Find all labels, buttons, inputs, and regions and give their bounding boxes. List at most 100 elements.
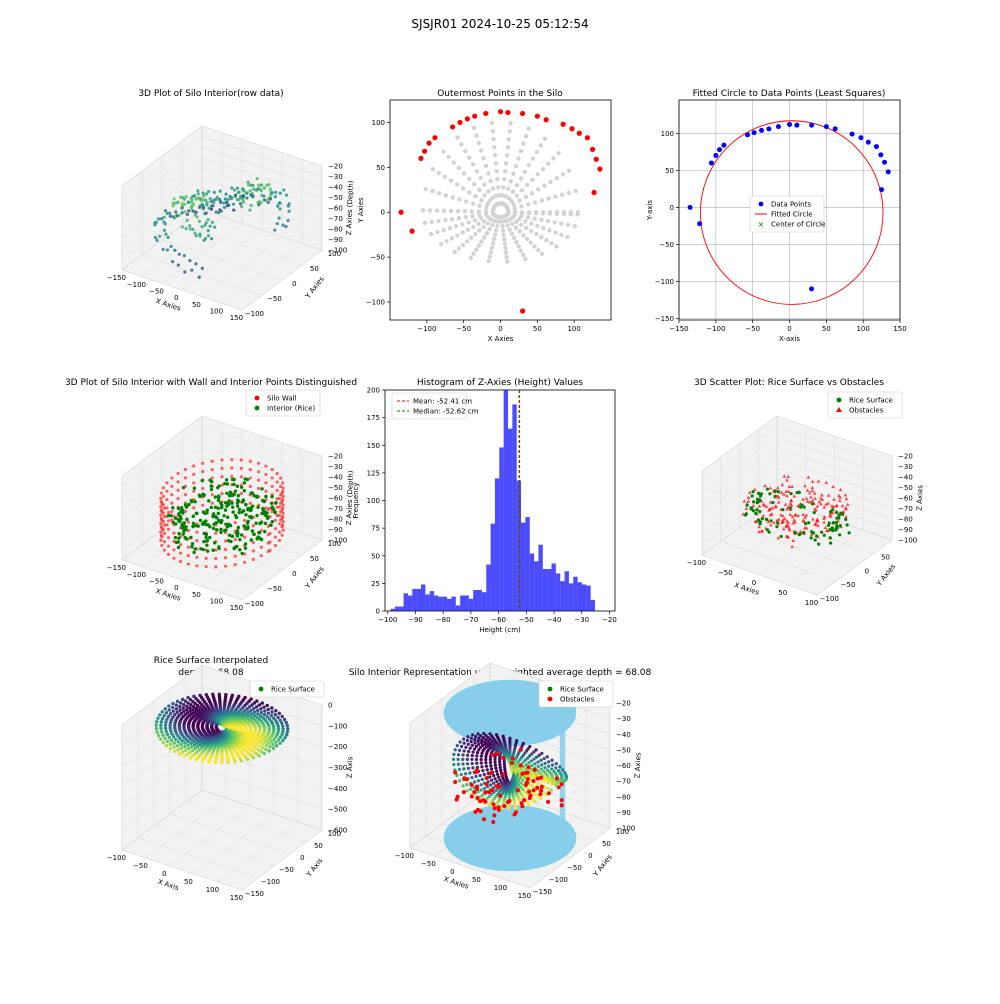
p4-rice-point-142 (207, 535, 212, 540)
p6-ylabel: Y Axies (875, 562, 898, 588)
p8-surface-point-210 (522, 775, 526, 780)
p7-surface-point-728 (165, 717, 169, 721)
p1-point-165 (275, 221, 279, 226)
p7-surface-point-691 (257, 744, 261, 748)
p7-surface-point-881 (271, 746, 276, 750)
p1-point-173 (266, 200, 270, 205)
p1-point-163 (203, 236, 208, 241)
p4-wall-point-87 (220, 475, 224, 479)
p2-interior-point-254 (436, 170, 441, 176)
p8-surface-point-193 (489, 767, 494, 771)
p7-surface-point-839 (230, 693, 235, 698)
p8-surface-point-366 (523, 789, 527, 794)
p6-legend-box (827, 391, 903, 419)
p4-wall-point-73 (239, 491, 243, 496)
p4-wall-point-161 (162, 506, 167, 510)
p8-surface-point-566 (465, 782, 469, 787)
p8-surface-point-140 (494, 766, 498, 770)
p4-rice-point-170 (192, 486, 197, 490)
p8-surface-point-613 (452, 752, 456, 756)
p7-surface-point-870 (207, 760, 211, 764)
p5-legend-label-1: Median: -52.62 cm (413, 408, 479, 416)
p5-bar-8 (425, 594, 430, 611)
p7-surface-point-552 (199, 746, 204, 750)
p7-surface-point-862 (164, 743, 169, 748)
p4-ztick-label-4: −60 (328, 495, 343, 503)
p7-surface-point-739 (183, 748, 188, 753)
p3-data-point-12 (794, 122, 800, 128)
p8-obstacle-point-31 (490, 788, 495, 793)
p7-surface-point-697 (275, 732, 280, 736)
p6-rice-point-81 (779, 534, 783, 539)
p4-wall-point-57 (264, 481, 268, 485)
p4-wall-point-174 (179, 559, 183, 564)
p3-data-point-21 (882, 159, 888, 165)
p1-point-16 (222, 201, 226, 205)
p7-ztick-label-3: −300 (328, 764, 347, 772)
p4-wall-point-226 (251, 524, 255, 528)
p4-rice-point-109 (252, 493, 256, 498)
p4-rice-point-78 (202, 539, 206, 544)
p6-obstacle-point-4 (770, 506, 775, 510)
p7-surface-point-852 (160, 710, 164, 714)
p8-surface-point-367 (526, 787, 530, 791)
p6-obstacle-point-60 (787, 527, 792, 532)
p8-surface-point-489 (539, 758, 543, 762)
p7-surface-point-690 (253, 746, 258, 750)
p2-interior-point-240 (553, 230, 558, 235)
p1-point-135 (246, 180, 250, 184)
p8-obstacle-point-61 (539, 784, 544, 789)
p8-surface-point-606 (476, 732, 480, 736)
p8-surface-point-456 (465, 762, 470, 766)
p8-surface-point-327 (537, 770, 542, 774)
p7-surface-point-626 (246, 746, 251, 750)
p2-interior-point-195 (505, 145, 511, 150)
p8-surface-point-36 (503, 770, 507, 774)
p4-wall-point-47 (275, 471, 279, 476)
p8-obstacle-point-33 (509, 760, 514, 765)
p1-point-236 (153, 236, 158, 240)
p1-zlabel: Z Axies (Depth) (345, 180, 355, 235)
p8-surface-point-488 (543, 761, 547, 765)
p8-surface-point-554 (474, 735, 478, 739)
p2-interior-point-218 (554, 176, 559, 181)
p7-gz-left-0 (121, 664, 203, 726)
p4-rice-point-165 (225, 515, 230, 519)
p2-ytick-label-1: −50 (370, 254, 385, 262)
p7-surface-point-725 (171, 709, 175, 713)
p8-surface-point-172 (519, 766, 523, 771)
p7-surface-point-734 (167, 735, 171, 740)
p3-data-point-2 (708, 160, 714, 166)
p4-xtick-label-2: −50 (149, 578, 164, 586)
p6-rice-point-63 (797, 533, 801, 537)
p8-surface-point-412 (494, 794, 498, 799)
p7-xtick-label-4: 100 (206, 886, 219, 894)
p4-wall-point-105 (192, 481, 196, 485)
p4-wall-point-123 (170, 493, 174, 497)
p8-surface-point-404 (471, 766, 475, 770)
p4-wall-point-59 (264, 464, 268, 468)
p2-xtick-label-0: −100 (417, 325, 436, 333)
p2-interior-point-146 (460, 186, 466, 191)
p4-wall-point-6 (273, 543, 278, 548)
p2-interior-point-291 (523, 256, 528, 262)
p4-rice-point-236 (180, 508, 184, 513)
p8-surface-point-618 (458, 779, 462, 783)
p6-rice-point-29 (827, 521, 831, 525)
p7-surface-point-647 (243, 703, 247, 708)
p8-surface-point-490 (535, 755, 539, 759)
p7-gy-floor-0 (121, 849, 243, 891)
p7-surface-point-827 (284, 720, 288, 725)
p4-gz-left-3 (121, 447, 203, 508)
p7-surface-point-613 (189, 745, 194, 749)
p4-wall-point-219 (242, 535, 247, 539)
p1-point-146 (186, 200, 190, 204)
p8-obstacle-point-2 (538, 775, 543, 780)
p7-surface-point-377 (242, 735, 247, 739)
p4-wall-point-136 (161, 494, 165, 498)
p8-surface-point-260 (519, 785, 523, 789)
p4-wall-point-160 (162, 514, 167, 519)
p8-surface-point-511 (463, 772, 468, 776)
p2-interior-point-258 (435, 229, 440, 235)
p7-surface-point-791 (160, 717, 165, 721)
